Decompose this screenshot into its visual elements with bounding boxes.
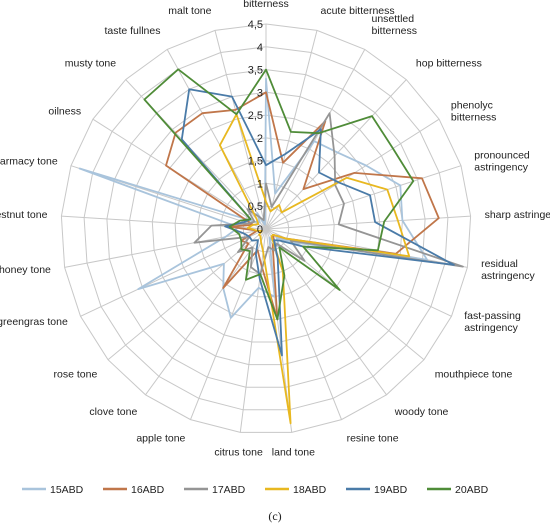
series-line-20ABD (143, 68, 415, 321)
tick-label: 3,5 (248, 65, 263, 77)
legend-entry: 20ABD (455, 484, 489, 496)
axis-label: farmacy tone (0, 155, 58, 167)
axis-label: rose tone (54, 369, 98, 381)
tick-label: 1 (257, 178, 263, 190)
axis-labels: harmoniousbitterness acute bitternessunse… (0, 0, 550, 458)
spoke-line (265, 228, 425, 361)
axis-label: oilness (48, 106, 81, 118)
legend-entry: 15ABD (50, 484, 84, 496)
spoke-line (64, 228, 267, 268)
grid-ring (197, 160, 335, 298)
spoke-line (265, 165, 462, 230)
axis-label: land tone (272, 446, 315, 458)
legend: 15ABD 16ABD 17ABD 18ABD 19ABD 20ABD (22, 484, 489, 496)
grid-ring (129, 91, 403, 366)
axis-label: acute bitterness (321, 5, 395, 17)
axis-label: resine tone (347, 433, 399, 445)
grid-ring (83, 46, 449, 411)
spoke-line (265, 30, 318, 230)
axis-label: phenolyc bitterness (451, 100, 497, 124)
axis-label: residual astringency (481, 258, 535, 282)
spoke-line (265, 49, 366, 230)
axis-label: musty tone (65, 57, 117, 69)
grid-ring (106, 69, 426, 388)
axis-label: harmoniousbitterness (239, 0, 294, 10)
axis-label: fast-passing astringency (464, 310, 521, 334)
legend-entry: 18ABD (293, 484, 327, 496)
axis-label: taste fullnes (104, 25, 160, 37)
tick-label: 1,5 (248, 156, 263, 168)
axis-label: sharp astringency (485, 209, 550, 221)
spoke-line (265, 79, 407, 230)
axis-label: pronounced astringency (474, 149, 530, 173)
axis-label: greengras tone (0, 316, 68, 328)
legend-entry: 16ABD (131, 484, 165, 496)
tick-label: 2 (257, 133, 263, 145)
grid-ring (174, 137, 358, 320)
tick-label: 3 (257, 87, 263, 99)
axis-label: honey tone (0, 264, 51, 276)
spoke-line (80, 228, 267, 317)
radar-grid (60, 23, 472, 433)
axis-label: hop bitterness (416, 57, 482, 69)
tick-labels: 0 0,5 1 1,5 2 2,5 3 3,5 4 4,5 (248, 19, 263, 236)
legend-entry: 17ABD (212, 484, 246, 496)
grid-ring (60, 23, 472, 433)
tick-label: 4,5 (248, 19, 263, 31)
axis-label: unsettled bitterness (372, 13, 418, 37)
legend-entry: 19ABD (374, 484, 408, 496)
tick-label: 4 (257, 42, 263, 54)
spoke-line (145, 228, 267, 396)
axis-label: citrus tone (214, 446, 263, 458)
grid-ring (151, 114, 381, 343)
spoke-line (265, 215, 471, 230)
tick-label: 0,5 (248, 201, 263, 213)
axis-label: apple tone (136, 433, 185, 445)
axis-label: mouthpiece tone (435, 369, 513, 381)
series-layer (78, 68, 464, 425)
grid-ring (242, 205, 290, 253)
tick-label: 0 (257, 224, 263, 236)
spoke-line (265, 228, 468, 268)
spoke-line (190, 228, 267, 420)
spoke-line (166, 49, 267, 230)
axis-label: malt tone (168, 5, 211, 17)
spoke-line (265, 228, 387, 396)
axis-label: clove tone (89, 406, 137, 418)
axis-label: woody tone (394, 406, 449, 418)
tick-label: 2,5 (248, 110, 263, 122)
figure-caption: (c) (268, 509, 281, 523)
axis-label: chestnut tone (0, 209, 48, 221)
spoke-line (214, 30, 267, 230)
